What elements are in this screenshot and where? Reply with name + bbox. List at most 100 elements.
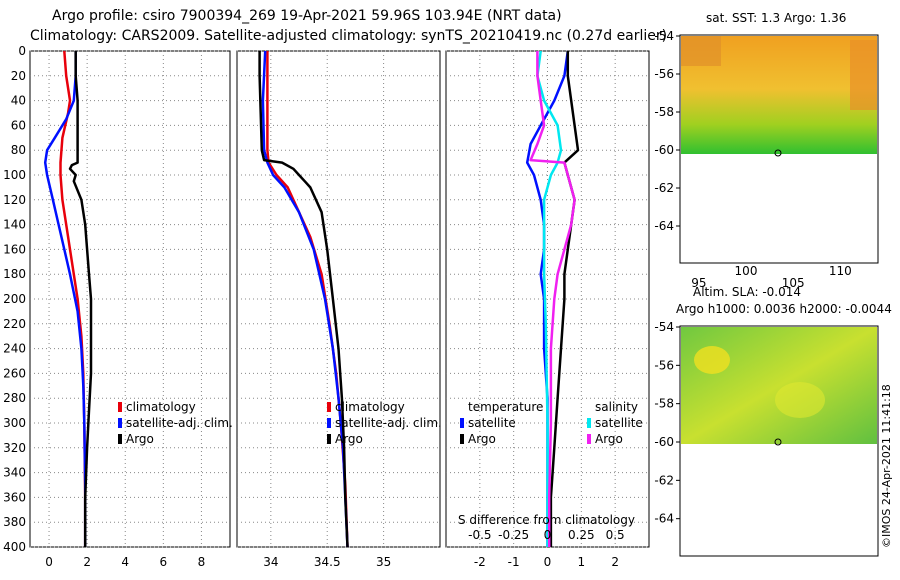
x-tick-label: -1 bbox=[508, 555, 520, 569]
sla-map: Altim. SLA: -0.014 Argo h1000: 0.0036 h2… bbox=[654, 285, 892, 557]
sst-lat-label: -60 bbox=[654, 143, 674, 157]
x-tick-label: 35 bbox=[376, 555, 391, 569]
s-difference-tick-labels: -0.5 -0.25 0 0.25 0.5 bbox=[468, 528, 625, 542]
series-line-salinity-argo bbox=[529, 51, 576, 547]
x-tick-label: 34 bbox=[263, 555, 278, 569]
legend-swatch-argo bbox=[118, 434, 122, 444]
depth-tick-label: 220 bbox=[3, 317, 26, 331]
sst-lat-label: -54 bbox=[654, 29, 674, 43]
depth-tick-label: 60 bbox=[11, 118, 26, 132]
depth-tick-label: 140 bbox=[3, 218, 26, 232]
legend-title-temperature: temperature bbox=[468, 400, 543, 414]
depth-tick-label: 40 bbox=[11, 94, 26, 108]
sst-lon-labels: 95 100 105 110 bbox=[691, 264, 852, 290]
sla-lat-label: -62 bbox=[654, 473, 674, 487]
sla-map-field bbox=[681, 327, 877, 444]
x-tick-label: 2 bbox=[611, 555, 619, 569]
profile-lines bbox=[43, 50, 580, 548]
legend-label-satellite: satellite-adj. clim. bbox=[126, 416, 233, 430]
sst-map-title: sat. SST: 1.3 Argo: 1.36 bbox=[706, 11, 846, 25]
x-tick-labels: 0 2 4 6 8 34 34.5 35 -2 -1 0 1 2 bbox=[45, 555, 619, 569]
legend-swatch-climatology-s bbox=[327, 402, 331, 412]
x-tick-label: 4 bbox=[121, 555, 129, 569]
sla-lat-label: -54 bbox=[654, 320, 674, 334]
s-difference-tick: -0.25 bbox=[498, 528, 529, 542]
x-tick-label: 0 bbox=[45, 555, 53, 569]
legend-label-climatology: climatology bbox=[126, 400, 196, 414]
header-line2: Climatology: CARS2009. Satellite-adjuste… bbox=[30, 28, 667, 44]
sla-lat-labels: -54 -56 -58 -60 -62 -64 bbox=[654, 320, 680, 526]
x-tick-label: 2 bbox=[83, 555, 91, 569]
sla-lat-label: -64 bbox=[654, 512, 674, 526]
legend-swatch-temp-argo bbox=[460, 434, 464, 444]
sst-lon-label: 105 bbox=[782, 276, 805, 290]
x-tick-label: 1 bbox=[578, 555, 586, 569]
depth-tick-label: 280 bbox=[3, 391, 26, 405]
sla-argo-location bbox=[774, 438, 782, 446]
depth-tick-label: 160 bbox=[3, 242, 26, 256]
legend-label-temp-satellite: satellite bbox=[468, 416, 516, 430]
difference-legend: temperature satellite Argo salinity sate… bbox=[458, 400, 643, 542]
sst-warm-patch-east bbox=[850, 40, 877, 110]
legend-label-climatology-s: climatology bbox=[335, 400, 405, 414]
sst-lon-label: 110 bbox=[829, 264, 852, 278]
depth-tick-label: 180 bbox=[3, 267, 26, 281]
sla-lat-label: -56 bbox=[654, 358, 674, 372]
x-tick-label: 6 bbox=[160, 555, 168, 569]
legend-label-temp-argo: Argo bbox=[468, 432, 496, 446]
depth-tick-label: 300 bbox=[3, 416, 26, 430]
series-line-climatology bbox=[59, 50, 87, 547]
s-difference-tick: 0.5 bbox=[606, 528, 625, 542]
sst-lon-label: 100 bbox=[735, 264, 758, 278]
sst-lat-label: -62 bbox=[654, 181, 674, 195]
depth-tick-label: 100 bbox=[3, 168, 26, 182]
sst-map: sat. SST: 1.3 Argo: 1.36 -54 -56 -58 -60 -62… bbox=[654, 11, 879, 290]
legend-swatch-temp-satellite bbox=[460, 418, 464, 428]
sst-lon-label: 95 bbox=[691, 276, 706, 290]
series-line-climatology bbox=[266, 51, 349, 548]
sla-map-subtitle: Argo h1000: 0.0036 h2000: -0.0044 bbox=[676, 302, 892, 316]
depth-tick-label: 320 bbox=[3, 441, 26, 455]
depth-tick-label: 360 bbox=[3, 490, 26, 504]
header-line1: Argo profile: csiro 7900394_269 19-Apr-2… bbox=[52, 8, 562, 24]
salinity-legend: climatology satellite-adj. clim. Argo bbox=[327, 400, 442, 446]
x-tick-label: 0 bbox=[544, 555, 552, 569]
legend-swatch-satellite bbox=[118, 418, 122, 428]
temperature-legend: climatology satellite-adj. clim. Argo bbox=[118, 400, 233, 446]
depth-tick-label: 120 bbox=[3, 193, 26, 207]
depth-tick-label: 380 bbox=[3, 515, 26, 529]
sst-lat-label: -64 bbox=[654, 219, 674, 233]
legend-title-salinity: salinity bbox=[595, 400, 638, 414]
depth-tick-label: 340 bbox=[3, 466, 26, 480]
sst-lat-label: -56 bbox=[654, 67, 674, 81]
s-difference-tick: 0 bbox=[544, 528, 552, 542]
legend-swatch-sal-argo bbox=[587, 434, 591, 444]
depth-tick-label: 400 bbox=[3, 540, 26, 554]
grid-layer bbox=[30, 50, 649, 548]
legend-swatch-argo-s bbox=[327, 434, 331, 444]
sst-lat-label: -58 bbox=[654, 105, 674, 119]
sst-warm-patch bbox=[681, 36, 721, 66]
x-tick-label: 8 bbox=[198, 555, 206, 569]
series-line-argo bbox=[68, 51, 93, 547]
sst-argo-location bbox=[774, 149, 782, 157]
x-tick-label: -2 bbox=[474, 555, 486, 569]
legend-label-argo: Argo bbox=[126, 432, 154, 446]
depth-tick-label: 20 bbox=[11, 69, 26, 83]
series-line-satellite-adj-clim- bbox=[43, 51, 87, 547]
legend-label-argo-s: Argo bbox=[335, 432, 363, 446]
legend-label-sal-satellite: satellite bbox=[595, 416, 643, 430]
sla-lat-label: -58 bbox=[654, 397, 674, 411]
s-difference-label: S difference from climatology bbox=[458, 513, 635, 527]
legend-label-sal-argo: Argo bbox=[595, 432, 623, 446]
sla-map-title: Altim. SLA: -0.014 bbox=[693, 285, 801, 299]
series-line-argo bbox=[258, 51, 349, 548]
legend-swatch-sal-satellite bbox=[587, 418, 591, 428]
legend-swatch-climatology bbox=[118, 402, 122, 412]
legend-swatch-satellite-s bbox=[327, 418, 331, 428]
imos-watermark: ©IMOS 24-Apr-2021 11:41:18 bbox=[880, 384, 893, 548]
sla-high-patch-2 bbox=[775, 382, 825, 418]
sst-lat-labels: -54 -56 -58 -60 -62 -64 bbox=[654, 29, 680, 233]
